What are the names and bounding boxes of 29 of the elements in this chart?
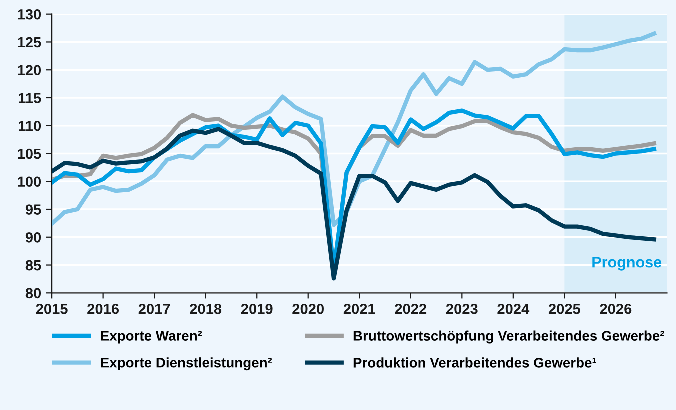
y-tick-label: 100 <box>18 176 42 188</box>
x-tick-label: 2018 <box>190 304 222 314</box>
x-tick-label: 2019 <box>241 304 273 314</box>
y-tick-label: 90 <box>26 232 42 243</box>
y-tick-label: 80 <box>26 288 42 299</box>
legend-label: Exporte Dienstleistungen² <box>101 358 272 371</box>
y-tick-label: 105 <box>18 148 42 160</box>
x-tick-label: 2024 <box>498 304 530 314</box>
band-label: Prognose <box>592 257 662 271</box>
x-tick-label: 2021 <box>344 304 376 314</box>
y-tick-label: 130 <box>18 9 42 20</box>
y-tick-label: 115 <box>19 93 42 104</box>
x-tick-label: 2015 <box>36 304 68 314</box>
y-tick-label: 95 <box>26 204 42 215</box>
x-tick-label: 2023 <box>446 304 478 314</box>
line-series <box>52 32 656 228</box>
legend-label: Bruttowertschöpfung Verarbeitendes Gewerbe² <box>354 330 664 344</box>
y-tick-label: 110 <box>19 120 42 132</box>
x-tick-label: 2020 <box>292 304 324 314</box>
y-tick-label: 120 <box>18 65 42 76</box>
x-tick-label: 2026 <box>600 304 632 314</box>
x-tick-label: 2016 <box>88 304 120 314</box>
legend-label: Produktion Verarbeitendes Gewerbe¹ <box>354 358 596 368</box>
x-tick-label: 2022 <box>395 304 427 314</box>
legend-label: Exporte Waren² <box>101 331 202 344</box>
x-tick-label: 2017 <box>138 304 170 314</box>
x-tick-label: 2025 <box>548 304 580 314</box>
y-tick-label: 85 <box>26 260 42 271</box>
y-tick-label: 125 <box>18 37 42 48</box>
